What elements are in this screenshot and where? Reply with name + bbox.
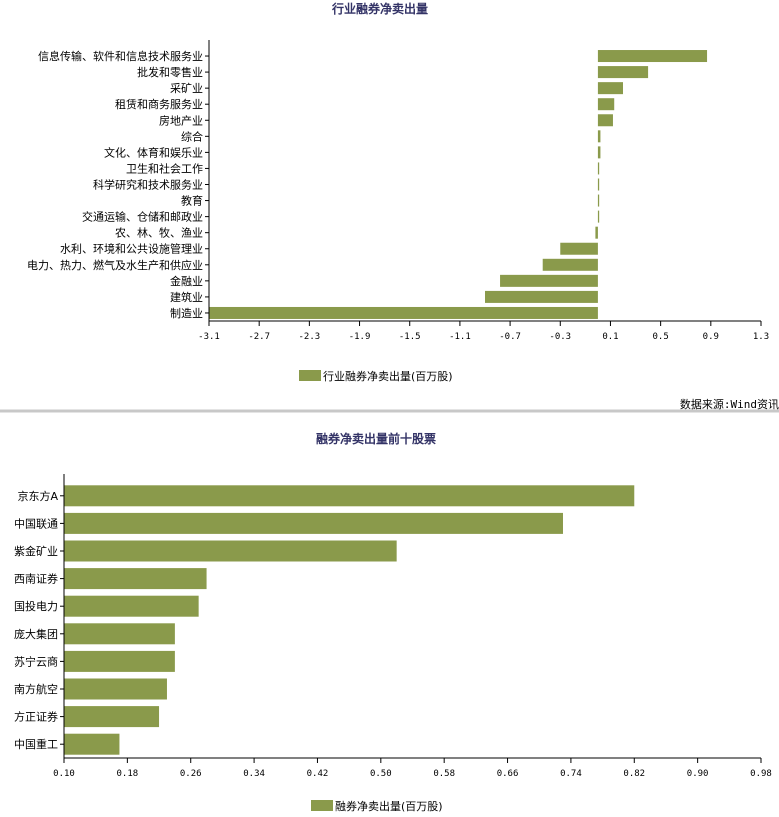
category-label-c1-7: 卫生和社会工作 <box>126 161 203 175</box>
x-tick-label-c1-2: -2.3 <box>299 332 321 342</box>
x-tick-label-c1-3: -1.9 <box>349 332 371 342</box>
x-tick-label-c2-8: 0.74 <box>560 769 582 779</box>
category-label-c2-0: 京东方A <box>17 489 58 503</box>
bar-c1-4 <box>597 114 613 127</box>
industry-net-short-chart: 行业融券净卖出量 信息传输、软件和信息技术服务业批发和零售业采矿业租赁和商务服务… <box>27 1 769 383</box>
bar-c2-9 <box>64 733 120 755</box>
bar-c2-0 <box>64 485 635 507</box>
category-label-c2-9: 中国重工 <box>14 737 58 751</box>
category-label-c2-7: 南方航空 <box>14 682 58 696</box>
x-tick-label-c1-4: -1.5 <box>399 332 421 342</box>
chart2-bars <box>64 485 635 755</box>
x-tick-label-c1-6: -0.7 <box>499 332 521 342</box>
bar-c1-0 <box>597 50 708 63</box>
bar-c1-1 <box>597 66 649 79</box>
category-label-c2-6: 苏宁云商 <box>14 654 58 668</box>
x-tick-label-c2-4: 0.42 <box>307 769 329 779</box>
x-tick-label-c1-7: -0.3 <box>549 332 571 342</box>
category-label-c1-5: 综合 <box>181 129 203 143</box>
category-label-c1-6: 文化、体育和娱乐业 <box>104 145 203 159</box>
x-tick-label-c1-0: -3.1 <box>198 332 220 342</box>
category-label-c1-9: 教育 <box>181 194 203 208</box>
category-label-c1-16: 制造业 <box>170 306 203 320</box>
category-label-c2-1: 中国联通 <box>14 517 58 530</box>
category-label-c1-3: 租赁和商务服务业 <box>115 97 203 111</box>
x-tick-label-c1-8: 0.1 <box>602 332 618 342</box>
category-label-c2-4: 国投电力 <box>14 599 58 613</box>
category-label-c1-11: 农、林、牧、渔业 <box>115 226 203 240</box>
chart2-legend-swatch <box>311 800 333 811</box>
chart2-axes <box>60 474 762 763</box>
top10-stocks-chart: 融券净卖出量前十股票 京东方A 中国联通紫金矿业西南证券国投电力庞大集团苏宁云商南… <box>14 431 772 813</box>
category-label-c1-2: 采矿业 <box>170 82 203 95</box>
bar-c2-6 <box>64 650 175 672</box>
chart1-legend-swatch <box>299 370 321 381</box>
x-tick-label-c2-10: 0.90 <box>687 769 709 779</box>
bar-c1-14 <box>500 274 598 287</box>
x-tick-label-c2-11: 0.98 <box>750 769 772 779</box>
category-label-c2-3: 西南证券 <box>14 572 58 586</box>
category-label-c1-12: 水利、环境和公共设施管理业 <box>60 242 203 256</box>
bar-c1-12 <box>560 242 598 255</box>
x-tick-label-c2-7: 0.66 <box>497 769 519 779</box>
bar-c2-2 <box>64 540 397 562</box>
bar-c1-3 <box>597 98 615 111</box>
bar-c1-6 <box>597 146 601 159</box>
bar-c1-15 <box>485 290 598 303</box>
x-tick-label-c2-5: 0.50 <box>370 769 392 779</box>
bar-c1-13 <box>542 258 598 271</box>
x-tick-label-c2-0: 0.10 <box>53 769 75 779</box>
category-label-c1-1: 批发和零售业 <box>137 65 203 79</box>
x-tick-label-c2-3: 0.34 <box>243 769 265 779</box>
bar-c1-8 <box>597 178 600 191</box>
x-tick-label-c2-2: 0.26 <box>180 769 202 779</box>
category-label-c2-8: 方正证券 <box>14 710 58 724</box>
category-label-c1-10: 交通运输、仓储和邮政业 <box>82 210 203 224</box>
bar-c1-2 <box>597 82 623 95</box>
x-tick-label-c1-10: 0.9 <box>703 332 719 342</box>
bar-c1-9 <box>597 194 600 207</box>
bar-c2-3 <box>64 568 207 590</box>
source-note: 数据来源:Wind资讯 <box>680 397 779 411</box>
chart1-category-labels: 信息传输、软件和信息技术服务业批发和零售业采矿业租赁和商务服务业房地产业综合文化… <box>27 49 203 320</box>
bar-c1-16 <box>209 306 598 319</box>
category-label-c1-13: 电力、热力、燃气及水生产和供应业 <box>27 258 203 272</box>
chart1-axes <box>205 40 762 326</box>
category-label-c2-2: 紫金矿业 <box>14 544 58 558</box>
chart2-tick-labels: 0.10 0.18 0.26 0.34 0.42 0.50 0.58 0.66 0.74 0.82… <box>53 769 772 779</box>
category-label-c1-8: 科学研究和技术服务业 <box>93 178 203 192</box>
chart1-title: 行业融券净卖出量 <box>331 1 428 16</box>
category-label-c1-15: 建筑业 <box>170 290 203 304</box>
chart1-bars <box>209 50 708 319</box>
chart1-legend-label: 行业融券净卖出量(百万股) <box>323 369 453 383</box>
chart2-title: 融券净卖出量前十股票 <box>316 431 436 446</box>
bar-c2-1 <box>64 512 563 534</box>
x-tick-label-c1-11: 1.3 <box>753 332 769 342</box>
x-tick-label-c2-6: 0.58 <box>433 769 455 779</box>
bar-c2-7 <box>64 678 167 700</box>
bar-c2-8 <box>64 706 160 728</box>
bar-c2-4 <box>64 595 199 617</box>
chart1-tick-labels: -3.1 -2.7 -2.3 -1.9 -1.5 -1.1 -0.7 -0.3 0.1 0.5 0.… <box>198 332 769 342</box>
bar-c1-10 <box>597 210 600 223</box>
bar-c1-7 <box>597 162 600 175</box>
x-tick-label-c1-1: -2.7 <box>248 332 270 342</box>
category-label-c2-5: 庞大集团 <box>14 627 58 641</box>
x-tick-label-c2-1: 0.18 <box>117 769 139 779</box>
x-tick-label-c2-9: 0.82 <box>623 769 645 779</box>
category-label-c1-4: 房地产业 <box>159 113 203 127</box>
bar-c1-11 <box>595 226 598 239</box>
bar-c2-5 <box>64 623 175 645</box>
category-label-c1-14: 金融业 <box>170 274 203 288</box>
bar-c1-5 <box>597 130 601 143</box>
x-tick-label-c1-9: 0.5 <box>653 332 669 342</box>
chart2-legend-label: 融券净卖出量(百万股) <box>335 799 443 813</box>
x-tick-label-c1-5: -1.1 <box>449 332 471 342</box>
category-label-c1-0: 信息传输、软件和信息技术服务业 <box>38 49 203 63</box>
